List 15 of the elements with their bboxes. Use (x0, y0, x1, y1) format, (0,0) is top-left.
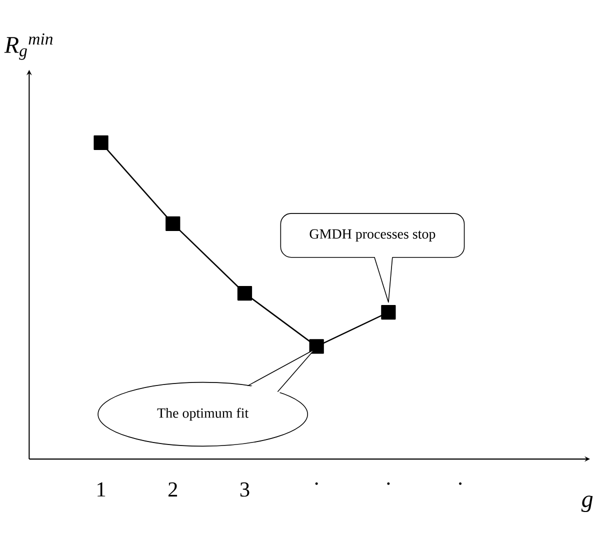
x-tick-label: 2 (168, 482, 178, 497)
x-tick-label: 1 (98, 482, 106, 496)
x-axis-title: g (581, 496, 593, 512)
annotation: The optimum fit (157, 408, 249, 421)
point (166, 216, 180, 232)
annotation: GMDH processes stop (310, 229, 436, 242)
point (381, 304, 396, 320)
y-axis-title: R$_{g}$min (4, 33, 53, 60)
x-tick-label: . (315, 482, 318, 485)
x-tick-label: . (387, 482, 390, 485)
x-tick-label: 3 (240, 482, 250, 497)
x-tick-label: . (459, 482, 462, 485)
point (94, 135, 108, 150)
point (237, 286, 252, 301)
point (309, 339, 324, 354)
